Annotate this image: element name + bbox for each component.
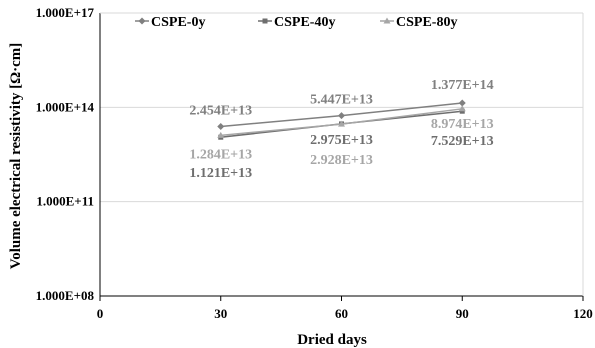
y-tick-label: 1.000E+14 (36, 99, 95, 114)
data-label: 7.529E+13 (431, 134, 494, 149)
x-tick-label: 90 (456, 306, 469, 321)
data-label: 8.974E+13 (431, 117, 494, 132)
data-point-cspe-0y (217, 123, 225, 131)
legend-label: CSPE-80y (396, 15, 457, 30)
legend-marker-cspe-80y (383, 17, 391, 24)
data-point-cspe-0y (458, 99, 466, 107)
legend-marker-cspe-40y (262, 18, 268, 24)
data-label: 1.377E+14 (431, 78, 494, 93)
x-tick-label: 30 (214, 306, 227, 321)
axes: 1.000E+08 1.000E+11 1.000E+14 1.000E+17 0 30 6… (36, 5, 593, 321)
series-lines (217, 99, 466, 140)
data-label: 1.284E+13 (189, 147, 252, 162)
data-point-cspe-80y (338, 120, 345, 127)
data-point-cspe-80y (217, 131, 225, 138)
y-tick-label: 1.000E+17 (36, 5, 95, 20)
x-tick-label: 120 (573, 306, 593, 321)
legend-label: CSPE-0y (151, 15, 205, 30)
legend: CSPE-0y CSPE-40y CSPE-80y (135, 15, 457, 30)
x-tick-label: 60 (335, 306, 348, 321)
data-label: 2.928E+13 (310, 153, 373, 168)
data-label: 2.975E+13 (310, 133, 373, 148)
data-point-cspe-80y (458, 105, 466, 112)
y-axis-title: Volume electrical resistivity [Ω·cm] (8, 43, 24, 270)
legend-label: CSPE-40y (274, 15, 335, 30)
data-labels: 2.454E+13 5.447E+13 1.377E+14 1.121E+13 2.97… (189, 78, 493, 181)
y-tick-label: 1.000E+08 (36, 288, 95, 303)
data-label: 2.454E+13 (189, 104, 252, 119)
data-label: 1.121E+13 (189, 166, 252, 181)
y-tick-label: 1.000E+11 (36, 194, 94, 209)
x-axis-title: Dried days (297, 332, 367, 348)
x-tick-label: 0 (97, 306, 104, 321)
legend-marker-cspe-0y (138, 17, 146, 25)
data-point-cspe-0y (338, 112, 345, 120)
data-label: 5.447E+13 (310, 93, 373, 108)
